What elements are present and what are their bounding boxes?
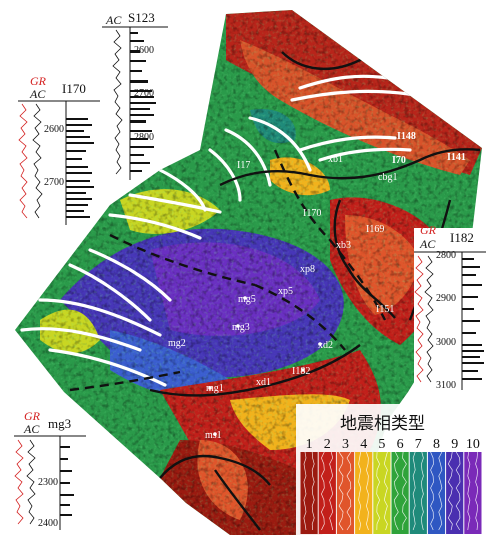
legend-class-2-swatch [318, 452, 336, 534]
map-label-xp5: xp5 [278, 286, 293, 297]
log-S123-depth-1: 2700 [134, 88, 154, 99]
map-label-mg5: mg5 [238, 294, 256, 305]
legend-class-3-label: 3 [342, 437, 349, 452]
well-log-mg3: GR AC mg3 2300 2400 [14, 409, 86, 530]
legend-class-4-trace [366, 451, 369, 531]
legend-class-4-swatch [355, 452, 373, 534]
legend-class-1-label: 1 [306, 437, 313, 452]
legend-class-2-label: 2 [324, 437, 331, 452]
map-label-xd2: xd2 [318, 340, 333, 351]
map-label-xd1: xd1 [256, 377, 271, 388]
legend-class-5-trace [376, 451, 380, 531]
map-label-I182: I182 [292, 366, 310, 377]
log-I182-title: I182 [450, 230, 474, 245]
legend-items: 1 2 3 4 5 6 7 8 9 10 [300, 437, 482, 534]
legend-class-4-label: 4 [360, 437, 367, 452]
legend-class-7-label: 7 [415, 437, 422, 452]
legend-class-1-swatch [300, 452, 318, 534]
log-mg3-depth-1: 2400 [38, 518, 58, 529]
log-I182-gr-label: GR [420, 223, 437, 237]
facies-legend: 地震相类型 1 2 3 4 5 6 7 8 9 10 [296, 404, 486, 536]
log-I170-depth-1: 2700 [44, 177, 64, 188]
map-label-ms1: ms1 [205, 430, 222, 441]
legend-class-6-label: 6 [397, 437, 404, 452]
map-label-xb3: xb3 [336, 240, 351, 251]
log-I170-gr-label: GR [30, 74, 47, 88]
log-I182-depth-3: 3100 [436, 380, 456, 391]
legend-class-2-trace [321, 451, 325, 531]
log-mg3-gr-label: GR [24, 409, 41, 423]
legend-class-6-trace [402, 451, 407, 531]
legend-class-9-trace [455, 451, 461, 531]
legend-class-10-trace [475, 451, 479, 531]
map-label-I17: I17 [237, 160, 250, 171]
legend-class-7-trace [412, 451, 416, 531]
map-label-xp8: xp8 [300, 264, 315, 275]
log-S123-depth-0: 2600 [134, 45, 154, 56]
log-mg3-ac-label: AC [23, 422, 40, 436]
legend-class-7-trace [420, 451, 424, 531]
well-log-I182: GR AC I182 2800 2900 3000 3100 [414, 223, 486, 393]
log-S123-title: S123 [128, 10, 155, 25]
legend-class-3-trace [346, 451, 352, 531]
log-mg3-depth-0: 2300 [38, 477, 58, 488]
map-label-I148: I148 [397, 131, 416, 142]
map-label-I170: I170 [303, 208, 321, 219]
log-mg3-title: mg3 [48, 416, 71, 431]
map-label-I169: I169 [366, 224, 384, 235]
map-label-cbg1: cbg1 [378, 172, 397, 183]
legend-class-9-label: 9 [451, 437, 458, 452]
log-I170-ac-label: AC [29, 87, 46, 101]
legend-class-8-label: 8 [433, 437, 440, 452]
map-label-mg3: mg3 [232, 322, 250, 333]
legend-class-10-label: 10 [466, 437, 480, 452]
legend-class-3-trace [338, 451, 344, 531]
legend-class-1-trace [311, 451, 315, 531]
legend-class-9-trace [447, 451, 453, 531]
log-S123-depth-2: 2800 [134, 132, 154, 143]
legend-class-5-label: 5 [378, 437, 385, 452]
legend-class-6-swatch [391, 452, 409, 534]
well-log-S123: AC S123 2600 2700 2800 [102, 10, 168, 180]
map-label-I141: I141 [447, 152, 466, 163]
map-label-I151: I151 [376, 304, 394, 315]
legend-class-1-trace [303, 451, 307, 531]
log-I182-ac-label: AC [419, 237, 436, 251]
legend-class-7-swatch [409, 452, 427, 534]
legend-class-10-trace [467, 451, 471, 531]
log-I182-depth-2: 3000 [436, 337, 456, 348]
legend-class-2-trace [329, 451, 334, 531]
map-label-I70: I70 [392, 155, 406, 166]
map-well-labels: I148 I141 I70 xb1 I17 I170 cbg1 I169 xb3… [168, 131, 466, 441]
map-label-mg2: mg2 [168, 338, 186, 349]
map-label-mg1: mg1 [206, 383, 224, 394]
legend-title: 地震相类型 [340, 414, 425, 434]
legend-class-10-swatch [464, 452, 482, 534]
legend-class-5-trace [383, 451, 388, 531]
map-label-xb1: xb1 [328, 154, 343, 165]
log-I170-title: I170 [62, 81, 86, 96]
legend-class-8-trace [438, 451, 443, 531]
legend-class-6-trace [393, 451, 399, 531]
log-I182-depth-1: 2900 [436, 293, 456, 304]
log-I182-depth-0: 2800 [436, 250, 456, 261]
legend-class-8-swatch [427, 452, 446, 534]
log-I170-depth-0: 2600 [44, 124, 64, 135]
legend-class-4-trace [358, 451, 362, 531]
legend-class-5-swatch [373, 452, 391, 534]
legend-class-3-swatch [336, 452, 355, 534]
well-log-I170: GR AC I170 2600 2700 [18, 74, 100, 225]
legend-class-8-trace [430, 451, 434, 531]
log-S123-ac-label: AC [105, 13, 122, 27]
